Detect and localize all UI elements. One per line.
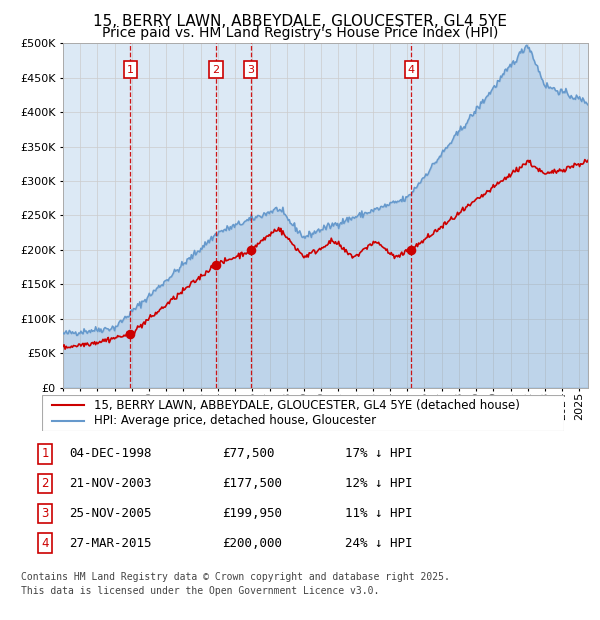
Text: 21-NOV-2003: 21-NOV-2003 [69, 477, 151, 490]
Text: £77,500: £77,500 [222, 448, 275, 460]
Text: 2: 2 [212, 64, 220, 74]
Point [246, 245, 256, 255]
Text: 04-DEC-1998: 04-DEC-1998 [69, 448, 151, 460]
Text: 3: 3 [247, 64, 254, 74]
Text: HPI: Average price, detached house, Gloucester: HPI: Average price, detached house, Glou… [94, 414, 376, 427]
Point [211, 260, 221, 270]
Text: 17% ↓ HPI: 17% ↓ HPI [345, 448, 413, 460]
Text: 4: 4 [41, 537, 49, 549]
Text: £200,000: £200,000 [222, 537, 282, 549]
Text: 1: 1 [41, 448, 49, 460]
Text: 25-NOV-2005: 25-NOV-2005 [69, 507, 151, 520]
Text: 15, BERRY LAWN, ABBEYDALE, GLOUCESTER, GL4 5YE (detached house): 15, BERRY LAWN, ABBEYDALE, GLOUCESTER, G… [94, 399, 520, 412]
Text: 27-MAR-2015: 27-MAR-2015 [69, 537, 151, 549]
FancyBboxPatch shape [42, 395, 564, 431]
Text: £177,500: £177,500 [222, 477, 282, 490]
Text: £199,950: £199,950 [222, 507, 282, 520]
Point [125, 329, 135, 339]
Text: 15, BERRY LAWN, ABBEYDALE, GLOUCESTER, GL4 5YE: 15, BERRY LAWN, ABBEYDALE, GLOUCESTER, G… [93, 14, 507, 29]
Text: 12% ↓ HPI: 12% ↓ HPI [345, 477, 413, 490]
Point [407, 245, 416, 255]
Text: 1: 1 [127, 64, 134, 74]
Text: 11% ↓ HPI: 11% ↓ HPI [345, 507, 413, 520]
Text: 4: 4 [408, 64, 415, 74]
Text: 24% ↓ HPI: 24% ↓ HPI [345, 537, 413, 549]
Text: 3: 3 [41, 507, 49, 520]
Text: 2: 2 [41, 477, 49, 490]
Text: Price paid vs. HM Land Registry's House Price Index (HPI): Price paid vs. HM Land Registry's House … [102, 26, 498, 40]
Text: Contains HM Land Registry data © Crown copyright and database right 2025.
This d: Contains HM Land Registry data © Crown c… [21, 572, 450, 596]
